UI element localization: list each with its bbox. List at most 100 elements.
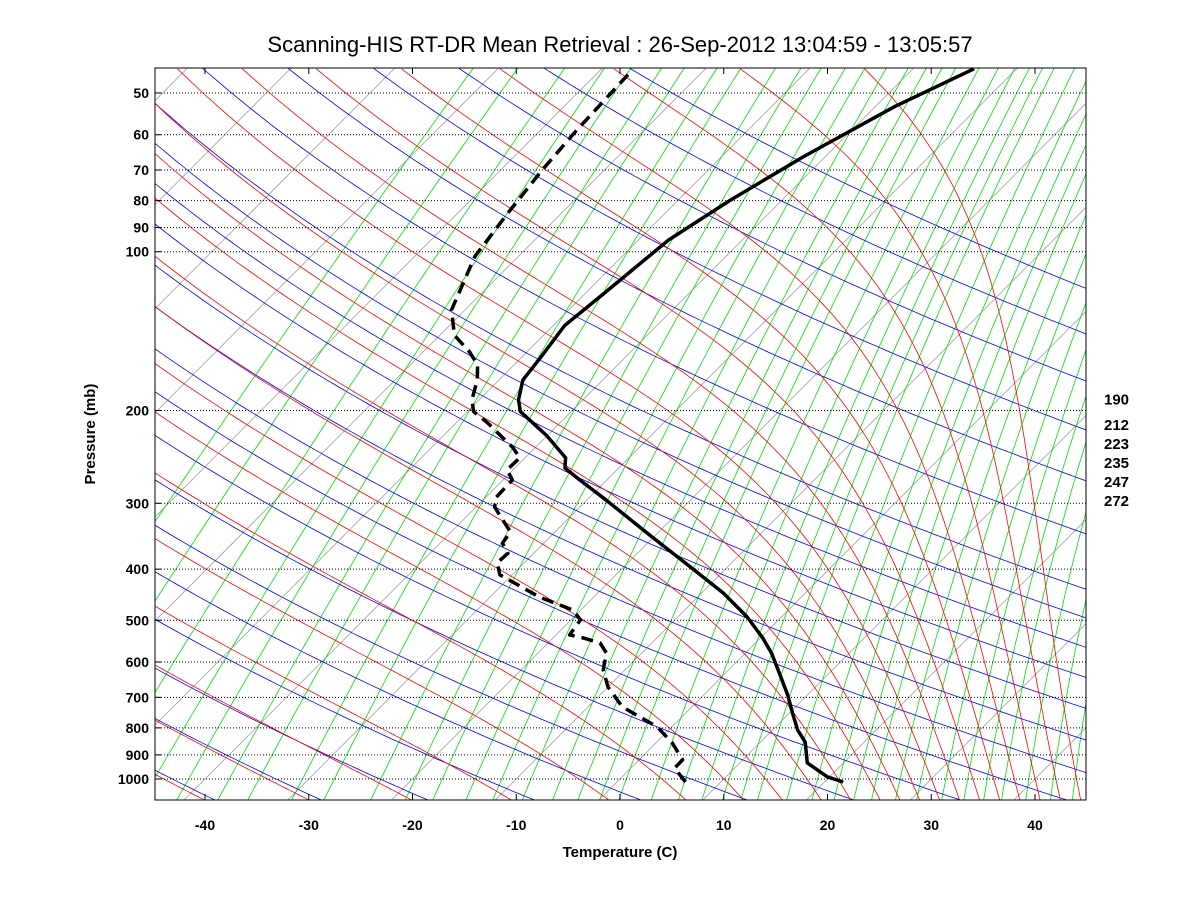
mixing-ratio-line — [155, 68, 474, 523]
mixing-ratio-line — [983, 394, 1086, 800]
y-tick-label: 600 — [126, 654, 150, 670]
dry-adiabat-line — [457, 68, 1086, 382]
mixing-ratio-line — [492, 68, 866, 800]
mixing-ratio-line — [404, 68, 802, 800]
mixing-ratio-line — [155, 68, 566, 694]
mixing-ratio-line — [155, 68, 519, 602]
isotherm-line — [155, 68, 811, 726]
moist-adiabat-line — [401, 68, 1001, 800]
x-tick-label: 10 — [716, 817, 732, 833]
axis-ticks: 5060708090100200300400500600700800900100… — [118, 68, 1043, 833]
moist-adiabat-line — [155, 411, 745, 800]
y-tick-label: 400 — [126, 561, 150, 577]
dry-adiabat-line — [155, 667, 429, 800]
dry-adiabat-line — [155, 102, 1086, 590]
dry-adiabat-line — [155, 306, 1086, 741]
moist-adiabat-line — [155, 102, 921, 800]
mixing-ratio-line — [155, 68, 606, 779]
moist-adiabat-line — [316, 68, 981, 800]
moist-adiabat-line — [499, 68, 1021, 800]
x-tick-label: 40 — [1027, 817, 1043, 833]
moist-adiabat-line — [155, 255, 851, 800]
right-level-label: 212 — [1104, 417, 1129, 434]
profile-traces — [449, 68, 975, 784]
moist-adiabat-line — [864, 68, 1082, 800]
isotherm-line — [702, 414, 1086, 800]
dry-adiabat-line — [628, 68, 1086, 289]
moist-adiabat-line — [177, 68, 941, 800]
moist-adiabat-line — [155, 305, 822, 800]
mixing-ratio-line — [811, 80, 1086, 800]
moist-adiabat-line — [155, 773, 206, 800]
mixing-ratio-line — [176, 68, 632, 800]
dry-adiabat-line — [155, 264, 1086, 709]
mixing-ratio-line — [895, 213, 1086, 800]
dry-adiabat-line — [155, 223, 1086, 678]
isotherm-line — [155, 68, 396, 310]
dry-adiabat-line — [155, 434, 962, 800]
x-tick-label: -40 — [195, 817, 215, 833]
x-tick-label: -30 — [299, 817, 319, 833]
moist-adiabat-line — [155, 153, 901, 800]
y-axis-label: Pressure (mb) — [82, 384, 99, 485]
moist-adiabat-line — [155, 664, 413, 800]
moist-adiabat-line — [155, 538, 610, 800]
isotherm-line — [805, 519, 1086, 800]
mixing-ratio-line — [1072, 700, 1086, 800]
dry-adiabat-line — [155, 142, 1086, 619]
x-tick-label: 30 — [923, 817, 939, 833]
mixing-ratio-line — [599, 68, 943, 800]
mixing-ratio-line — [678, 68, 999, 800]
dry-adiabat-line — [155, 182, 1086, 648]
y-tick-label: 1000 — [118, 771, 149, 787]
mixing-ratio-line — [871, 172, 1086, 800]
right-level-labels: 190 212 223 235 247 272 — [1104, 392, 1129, 510]
right-level-label: 272 — [1104, 493, 1129, 510]
mixing-ratio-line — [650, 68, 980, 800]
isotherm-line — [0, 64, 88, 801]
dry-adiabat-line — [155, 479, 856, 800]
mixing-ratio-line — [217, 68, 663, 800]
moist-adiabat-line — [155, 719, 310, 800]
background-lines — [0, 64, 1086, 801]
moist-adiabat-line — [739, 68, 1061, 800]
right-level-label: 223 — [1104, 436, 1129, 453]
right-level-label: 247 — [1104, 474, 1129, 491]
mixing-ratio-line — [757, 68, 1055, 800]
mixing-ratio-line — [552, 68, 909, 800]
y-tick-label: 900 — [126, 747, 150, 763]
dry-adiabat-line — [155, 717, 323, 800]
dry-adiabat-line — [155, 571, 643, 800]
mixing-ratio-line — [853, 144, 1086, 800]
dewpoint-trace — [449, 72, 687, 784]
y-tick-label: 70 — [133, 162, 149, 178]
mixing-ratio-line — [465, 68, 846, 800]
mixing-ratio-line — [786, 68, 1076, 800]
mixing-ratio-line — [247, 68, 685, 800]
moist-adiabat-line — [155, 363, 783, 800]
isotherm-line — [909, 623, 1086, 800]
mixing-ratio-line — [1001, 440, 1086, 800]
x-tick-label: -10 — [506, 817, 526, 833]
y-tick-label: 700 — [126, 689, 150, 705]
x-tick-label: -20 — [402, 817, 422, 833]
dry-adiabat-line — [155, 618, 536, 800]
moist-adiabat-line — [242, 68, 960, 800]
mixing-ratio-line — [521, 68, 887, 800]
y-tick-label: 300 — [126, 495, 150, 511]
mixing-ratio-line — [963, 348, 1086, 800]
y-tick-label: 200 — [126, 402, 150, 418]
isotherm-line — [183, 68, 915, 800]
mixing-ratio-line — [291, 68, 718, 800]
dry-adiabat-line — [155, 524, 749, 800]
moist-adiabat-line — [155, 472, 687, 800]
isotherm-line — [155, 68, 292, 206]
dry-adiabat-line — [155, 348, 1086, 774]
y-tick-label: 50 — [133, 85, 149, 101]
x-tick-label: 20 — [820, 817, 836, 833]
mixing-ratio-line — [370, 68, 777, 800]
y-tick-label: 800 — [126, 720, 150, 736]
right-level-label: 190 — [1104, 392, 1129, 409]
temperature-trace — [516, 68, 975, 784]
